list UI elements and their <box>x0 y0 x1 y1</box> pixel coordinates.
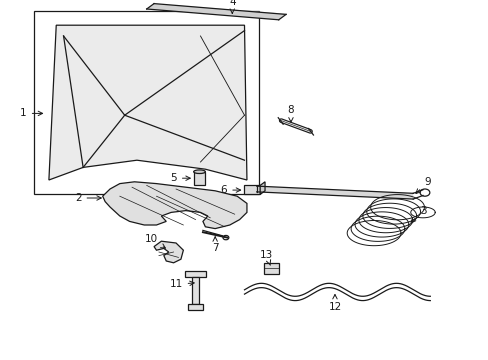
Bar <box>193 172 205 185</box>
Polygon shape <box>146 4 285 20</box>
Bar <box>192 277 199 304</box>
Bar <box>264 263 278 274</box>
Text: 12: 12 <box>327 294 341 312</box>
Polygon shape <box>49 25 246 180</box>
Polygon shape <box>256 186 412 199</box>
Text: 2: 2 <box>75 193 101 203</box>
Text: 4: 4 <box>228 0 235 13</box>
Ellipse shape <box>193 170 205 174</box>
Text: 1: 1 <box>20 108 42 118</box>
Polygon shape <box>154 241 183 263</box>
Text: 5: 5 <box>170 173 190 183</box>
Polygon shape <box>244 185 260 194</box>
Bar <box>188 304 203 310</box>
Text: 8: 8 <box>287 105 294 122</box>
Text: 13: 13 <box>259 250 273 265</box>
Text: 10: 10 <box>145 234 165 248</box>
Text: 6: 6 <box>220 185 240 195</box>
Text: 3: 3 <box>410 206 426 222</box>
Text: 9: 9 <box>415 177 430 193</box>
Text: 7: 7 <box>211 237 218 253</box>
Polygon shape <box>102 182 246 229</box>
Text: 11: 11 <box>169 279 194 289</box>
Bar <box>184 271 206 277</box>
Polygon shape <box>260 182 264 194</box>
